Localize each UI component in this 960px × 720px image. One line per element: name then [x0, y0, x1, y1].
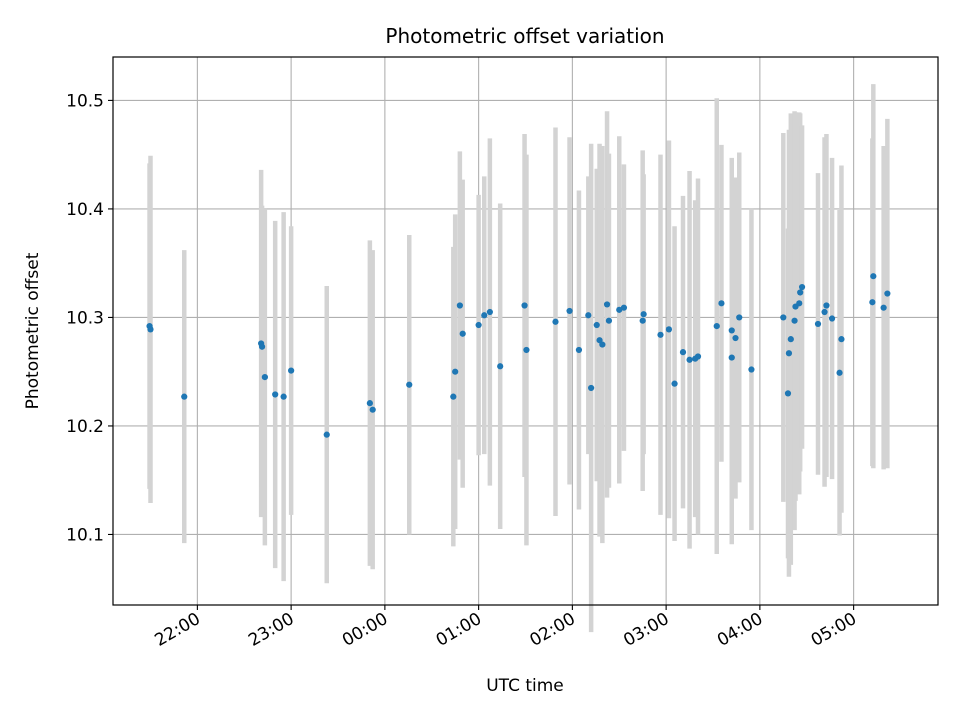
data-point: [718, 300, 725, 307]
data-point: [521, 302, 528, 309]
data-point: [686, 356, 693, 363]
plot-frame: [112, 56, 939, 606]
data-point: [784, 390, 792, 397]
data-point: [679, 349, 687, 356]
data-point: [694, 353, 702, 360]
data-point: [836, 369, 843, 376]
data-point: [523, 346, 530, 354]
data-point: [780, 314, 787, 321]
data-point: [261, 374, 268, 381]
y-axis-label: Photometric offset: [23, 252, 43, 409]
data-point: [616, 306, 623, 313]
data-point: [728, 354, 735, 361]
data-point: [588, 384, 595, 392]
data-point: [406, 381, 413, 388]
y-tick-label: 10.2: [66, 417, 104, 437]
data-point: [838, 336, 845, 343]
data-point: [823, 302, 830, 309]
error-bars: [147, 84, 890, 633]
x-tick-label: 02:00: [526, 609, 578, 651]
data-point: [869, 299, 876, 306]
x-tick-label: 01:00: [433, 609, 485, 651]
x-tick-label: 05:00: [808, 609, 860, 651]
x-tick-label: 23:00: [245, 609, 297, 651]
data-point: [880, 304, 887, 311]
data-point: [821, 308, 828, 316]
data-point: [585, 312, 592, 319]
y-axis-ticks: 10.1 10.2 10.3 10.4 10.5: [66, 91, 113, 545]
x-tick-label: 04:00: [714, 609, 766, 651]
data-point: [497, 363, 504, 370]
data-point: [452, 368, 459, 375]
data-point: [272, 391, 279, 398]
data-point: [147, 326, 154, 333]
data-point: [736, 314, 743, 321]
data-point: [713, 323, 720, 330]
data-point: [640, 311, 647, 318]
data-point: [657, 331, 664, 338]
x-axis-label: UTC time: [486, 676, 564, 696]
data-point: [732, 334, 739, 342]
data-point: [791, 317, 798, 324]
y-tick-label: 10.5: [66, 91, 104, 111]
data-point: [323, 431, 330, 438]
data-point: [593, 321, 600, 329]
x-tick-label: 03:00: [620, 609, 672, 651]
data-point: [828, 315, 836, 322]
data-point: [785, 350, 793, 357]
data-point: [575, 346, 583, 354]
data-point: [798, 283, 806, 291]
chart-title: Photometric offset variation: [385, 24, 664, 48]
data-point: [181, 393, 188, 400]
x-axis-ticks: 22:00 23:00 00:00 01:00 02:00 03:00 04:00 05:00: [151, 605, 860, 651]
data-point: [748, 366, 755, 373]
x-tick-label: 22:00: [151, 609, 203, 651]
data-point: [366, 400, 373, 407]
data-point: [787, 336, 794, 343]
data-point: [797, 289, 804, 296]
data-point: [671, 380, 678, 387]
data-point: [486, 308, 493, 316]
data-point: [288, 367, 295, 374]
data-point: [369, 406, 376, 413]
data-point: [258, 343, 266, 350]
data-point: [566, 307, 573, 315]
data-point: [728, 327, 735, 334]
data-point: [599, 341, 606, 348]
y-tick-label: 10.3: [66, 308, 104, 328]
data-point: [481, 312, 488, 319]
data-point: [884, 290, 891, 297]
data-points: [146, 273, 891, 438]
data-point: [870, 273, 877, 280]
x-tick-label: 00:00: [339, 609, 391, 651]
data-point: [605, 317, 613, 324]
data-point: [665, 326, 673, 333]
data-point: [814, 320, 822, 328]
y-tick-label: 10.4: [66, 200, 104, 220]
data-point: [475, 321, 482, 329]
data-point: [620, 304, 628, 311]
data-point: [796, 300, 803, 307]
data-point: [603, 301, 611, 308]
data-point: [459, 330, 466, 337]
data-point: [450, 393, 457, 400]
data-point: [280, 393, 287, 400]
y-tick-label: 10.1: [66, 525, 104, 545]
data-point: [456, 302, 463, 309]
data-point: [639, 317, 646, 324]
data-point: [552, 318, 559, 325]
